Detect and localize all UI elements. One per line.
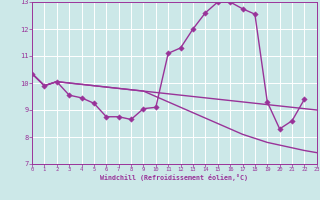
X-axis label: Windchill (Refroidissement éolien,°C): Windchill (Refroidissement éolien,°C) [100,174,248,181]
